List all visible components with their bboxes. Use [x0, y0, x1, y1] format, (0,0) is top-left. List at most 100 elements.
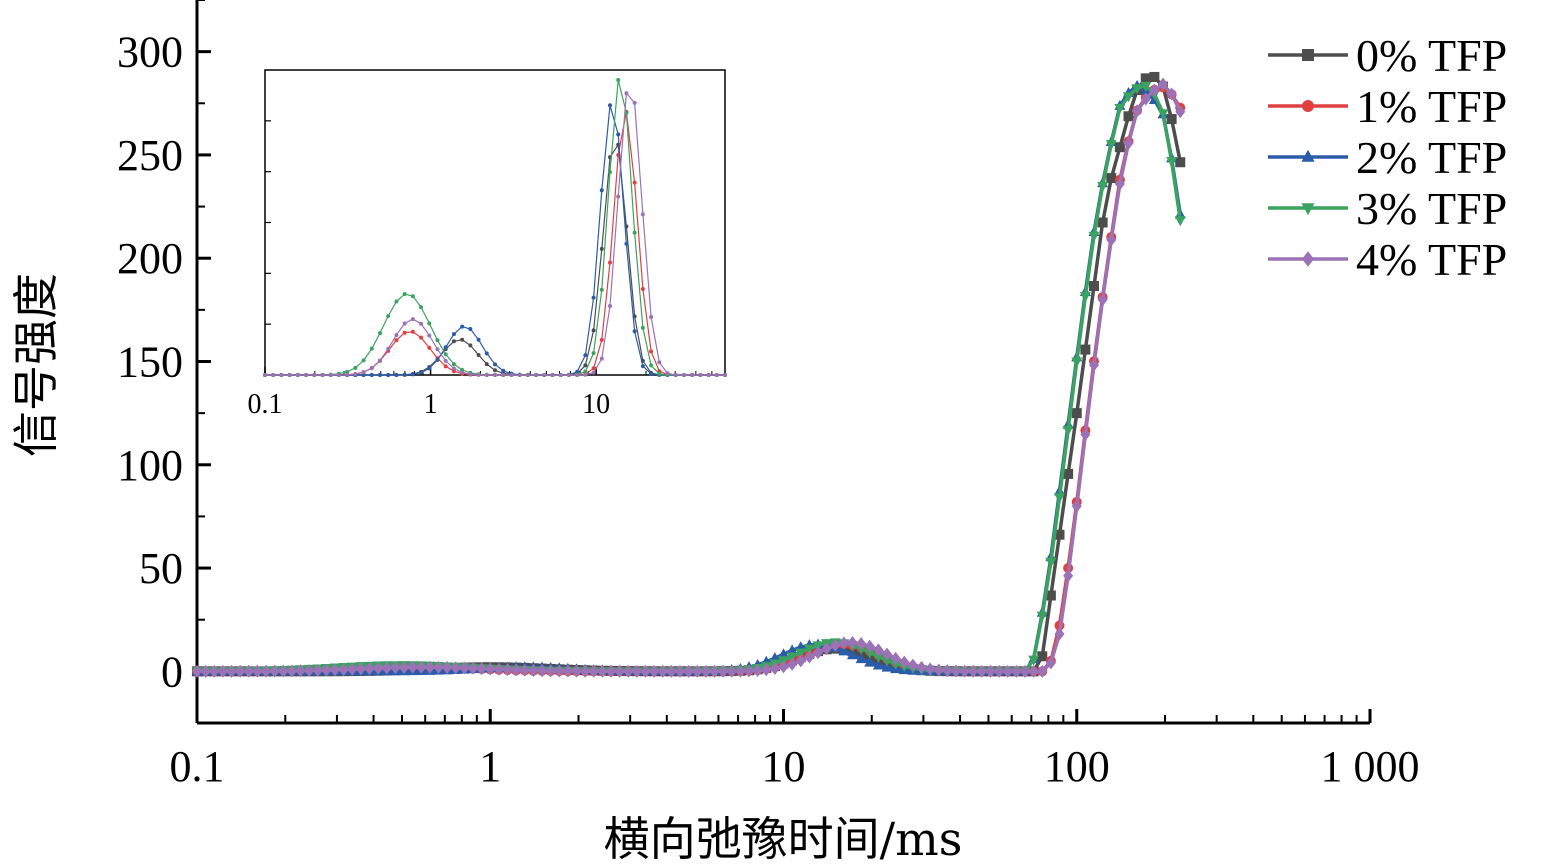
data-point [675, 664, 685, 678]
data-point [838, 636, 849, 650]
data-point [468, 661, 478, 675]
x-tick-label: 10 [762, 742, 806, 791]
inset-data-point [698, 373, 703, 377]
data-point [1097, 217, 1108, 228]
data-point [933, 663, 944, 677]
data-point [209, 664, 220, 678]
inset-data-point [706, 373, 711, 377]
data-point [588, 664, 599, 678]
inset-data-point [460, 337, 465, 342]
data-point [476, 662, 487, 676]
data-point [1062, 425, 1074, 436]
inset-x-tick-label: 10 [582, 389, 610, 420]
inset-x-tick-label: 0.1 [248, 389, 283, 420]
data-point [803, 644, 815, 655]
legend-label: 0% TFP [1356, 30, 1507, 81]
inset-data-point [591, 295, 596, 300]
inset-data-point [657, 371, 662, 376]
data-point [373, 661, 384, 675]
data-point [545, 664, 556, 678]
data-point [1080, 428, 1091, 442]
data-point [433, 660, 444, 674]
data-point [1020, 664, 1030, 678]
data-point [787, 657, 798, 671]
data-point [907, 658, 918, 672]
data-point [1054, 493, 1065, 504]
main-plot: 0 50 100 150 200 250 300 0.1 1 10 100 1 000 [117, 0, 1420, 791]
inset-data-point [410, 329, 415, 334]
data-point [416, 660, 427, 674]
data-point [562, 664, 573, 678]
inset-data-point [583, 369, 588, 374]
data-point [1071, 357, 1083, 368]
inset-data-point [501, 372, 506, 377]
data-point [925, 662, 936, 676]
inset-data-point [402, 330, 407, 335]
data-point [1174, 216, 1186, 227]
inset-data-point [419, 321, 424, 326]
inset-plot: 0.1 1 10 [248, 69, 727, 420]
data-point [1079, 292, 1091, 303]
data-point [1140, 73, 1151, 84]
data-point [338, 663, 349, 677]
data-point [304, 664, 315, 678]
inset-data-point [394, 372, 399, 377]
data-point [1131, 84, 1143, 95]
inset-data-point [369, 346, 374, 351]
data-point [1105, 140, 1117, 151]
data-point [804, 650, 815, 664]
inset-data-point [599, 287, 604, 292]
inset-data-point [673, 372, 678, 377]
inset-data-point [591, 370, 596, 375]
inset-data-point [690, 372, 695, 377]
data-point [1166, 87, 1177, 101]
inset-data-point [345, 372, 350, 377]
inset-data-point [394, 338, 399, 343]
data-point [1158, 77, 1168, 91]
data-point [312, 663, 323, 677]
y-tick-label: 0 [161, 647, 183, 696]
inset-data-point [509, 372, 514, 377]
inset-data-point [640, 364, 645, 369]
data-point [200, 664, 211, 678]
data-point [493, 662, 504, 676]
inset-data-point [624, 91, 629, 96]
data-point [856, 637, 867, 651]
data-point [1114, 104, 1126, 115]
data-point [1071, 499, 1082, 513]
inset-data-point [287, 373, 292, 377]
inset-data-point [575, 372, 580, 377]
data-point [1123, 136, 1134, 150]
inset-data-point [484, 372, 489, 377]
data-point [1045, 656, 1056, 670]
data-point [786, 652, 798, 663]
data-point [864, 648, 876, 659]
data-point [614, 664, 625, 678]
data-point [1002, 664, 1013, 678]
inset-data-point [484, 362, 489, 367]
data-point [450, 661, 461, 675]
data-point [976, 664, 987, 678]
inset-data-point [632, 329, 637, 334]
inset-data-point [468, 372, 473, 377]
inset-data-point [575, 369, 580, 374]
inset-data-point [608, 170, 612, 175]
data-point [873, 643, 884, 657]
data-point [1036, 611, 1048, 622]
data-point [1302, 100, 1314, 112]
data-point [1071, 408, 1082, 419]
inset-data-point [591, 328, 596, 333]
inset-data-point [271, 373, 276, 377]
inset-data-point [649, 315, 654, 320]
data-point [1175, 105, 1186, 119]
data-point [1132, 104, 1143, 118]
data-point [916, 660, 927, 674]
inset-data-point [599, 337, 604, 342]
inset-data-point [353, 365, 358, 370]
data-point [364, 662, 375, 676]
inset-data-point [312, 372, 317, 377]
inset-data-point [419, 335, 424, 340]
data-point [649, 664, 660, 678]
inset-data-point [427, 333, 432, 338]
data-point [1302, 49, 1314, 61]
